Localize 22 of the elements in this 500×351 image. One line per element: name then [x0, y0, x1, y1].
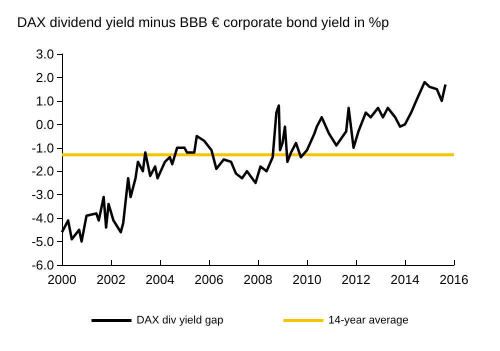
y-tick-label: -2.0 — [32, 164, 54, 179]
chart-title: DAX dividend yield minus BBB € corporate bond yield in %p — [17, 14, 390, 30]
x-tick-label: 2000 — [48, 272, 76, 287]
x-tick-label: 2008 — [244, 272, 272, 287]
x-tick-label: 2006 — [194, 272, 224, 287]
y-tick-label: 0.0 — [36, 116, 54, 132]
y-tick-label: -3.0 — [32, 187, 54, 202]
y-tick-label: 3.0 — [36, 46, 54, 62]
x-tick-label: 2010 — [292, 272, 322, 287]
y-tick-label: -6.0 — [32, 258, 54, 272]
x-tick-label: 2014 — [390, 272, 420, 287]
y-tick-label: -4.0 — [32, 210, 54, 226]
x-tick-label: 2016 — [440, 272, 468, 287]
y-tick-label: -1.0 — [32, 140, 54, 156]
y-tick-label: -5.0 — [32, 234, 54, 250]
legend-label: 14-year average — [328, 314, 408, 326]
x-tick-label: 2002 — [96, 272, 126, 287]
x-tick-label: 2012 — [342, 272, 370, 287]
y-tick-label: 1.0 — [36, 93, 54, 108]
legend-label: DAX div yield gap — [136, 314, 224, 326]
x-tick-label: 2004 — [146, 272, 174, 287]
y-tick-label: 2.0 — [36, 70, 54, 85]
